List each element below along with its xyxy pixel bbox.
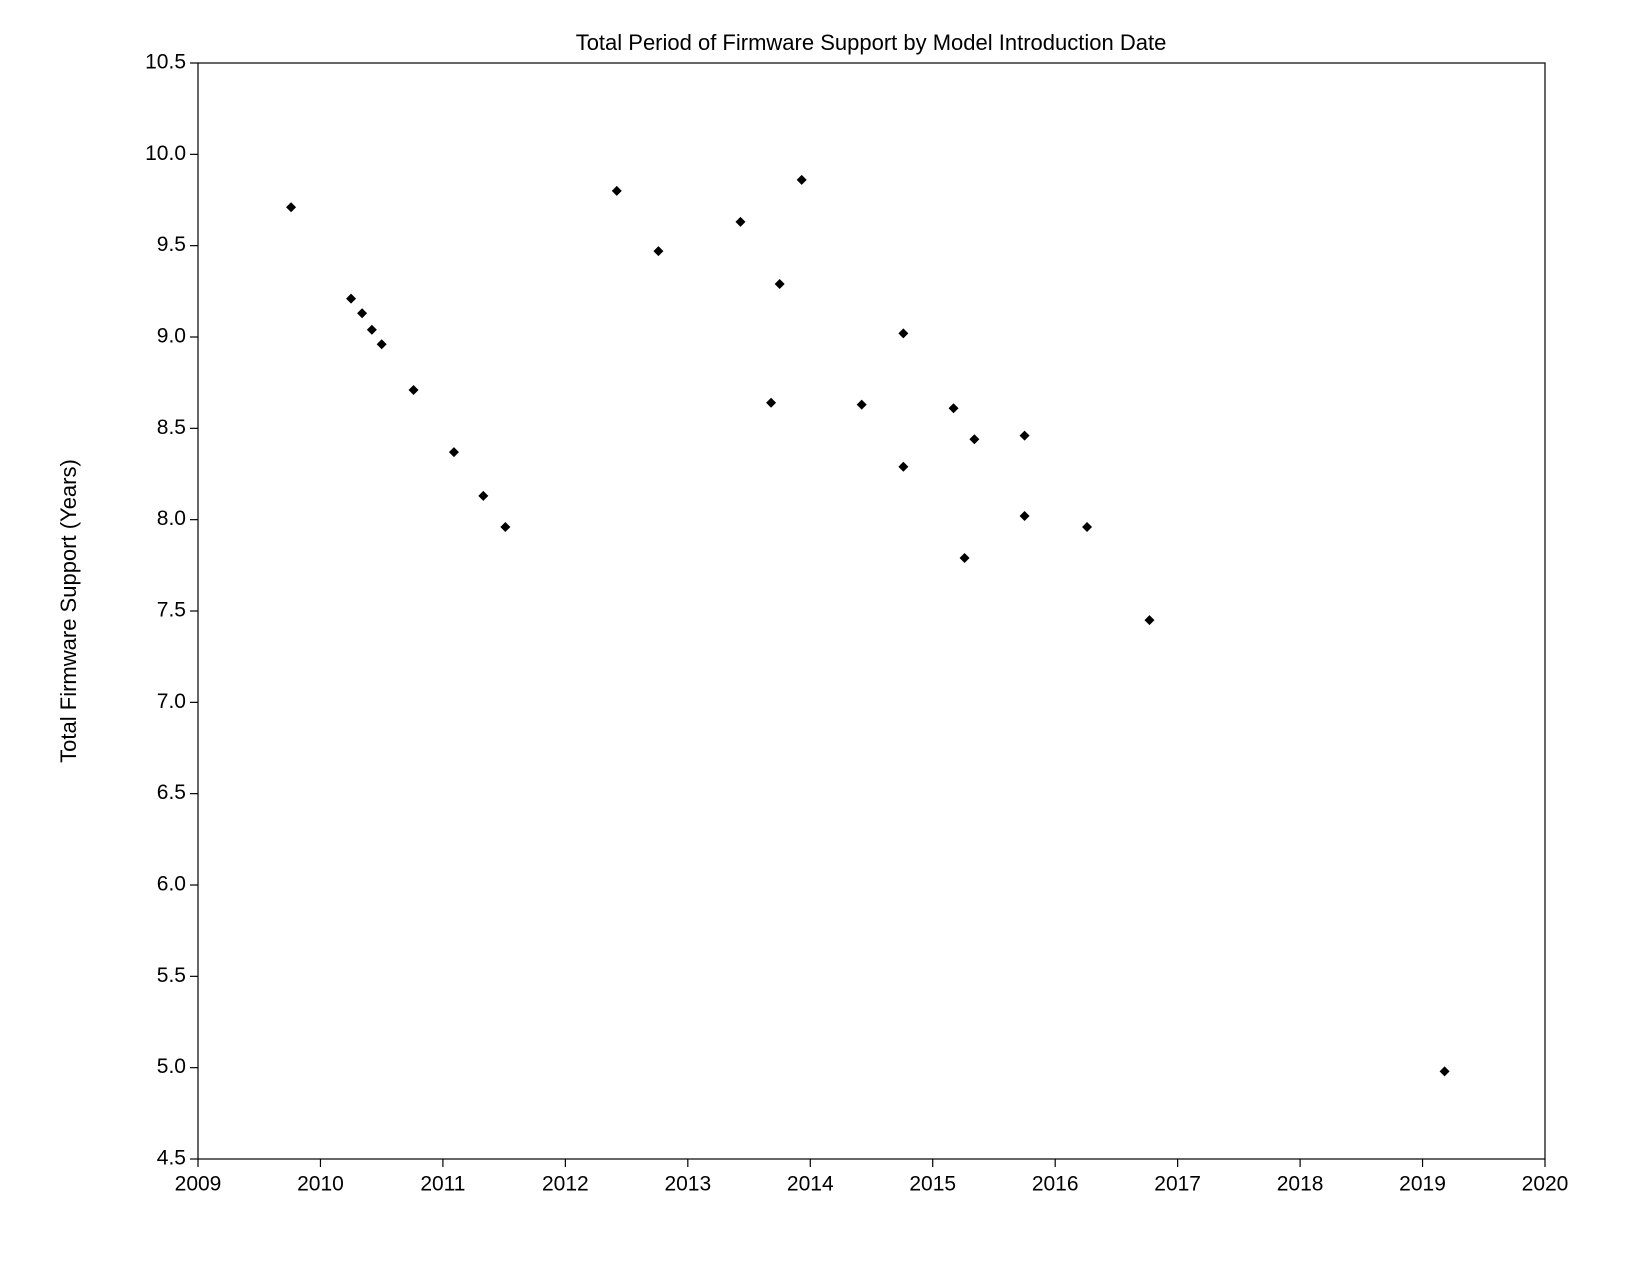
y-tick-label: 7.0	[157, 690, 186, 713]
data-point	[1082, 521, 1093, 532]
data-point	[346, 293, 357, 304]
data-point	[898, 328, 909, 339]
data-point	[766, 397, 777, 408]
y-tick-label: 6.5	[157, 781, 186, 804]
x-tick-label: 2015	[909, 1173, 956, 1196]
y-axis-label: Total Firmware Support (Years)	[56, 459, 81, 763]
data-point	[376, 339, 387, 350]
data-point	[1439, 1066, 1450, 1077]
y-tick-label: 4.5	[157, 1147, 186, 1170]
data-point	[774, 279, 785, 290]
y-tick-label: 9.5	[157, 233, 186, 256]
data-point	[735, 216, 746, 227]
data-point	[357, 308, 368, 319]
data-point	[611, 185, 622, 196]
data-point	[959, 553, 970, 564]
data-point	[856, 399, 867, 410]
y-tick-label: 5.5	[157, 964, 186, 987]
y-tick-label: 8.5	[157, 416, 186, 439]
data-point	[448, 447, 459, 458]
x-tick-label: 2010	[297, 1173, 344, 1196]
data-point	[1019, 511, 1030, 522]
x-tick-label: 2017	[1154, 1173, 1201, 1196]
y-tick-label: 6.0	[157, 873, 186, 896]
data-point	[286, 202, 297, 213]
y-tick-label: 10.0	[145, 142, 186, 165]
y-tick-label: 8.0	[157, 507, 186, 530]
x-tick-label: 2009	[175, 1173, 222, 1196]
x-tick-label: 2012	[542, 1173, 589, 1196]
data-point	[1144, 615, 1155, 626]
data-point	[366, 324, 377, 335]
data-point	[408, 384, 419, 395]
x-tick-label: 2020	[1522, 1173, 1569, 1196]
x-tick-label: 2011	[420, 1173, 465, 1196]
data-point	[969, 434, 980, 445]
x-tick-label: 2019	[1399, 1173, 1446, 1196]
y-tick-label: 7.5	[157, 599, 186, 622]
y-tick-label: 5.0	[157, 1055, 186, 1078]
x-tick-label: 2014	[787, 1173, 834, 1196]
plot-frame	[197, 62, 1546, 1160]
data-point	[796, 174, 807, 185]
y-tick-label: 9.0	[157, 325, 186, 348]
data-point	[500, 521, 511, 532]
x-tick-label: 2018	[1277, 1173, 1324, 1196]
data-point	[478, 490, 489, 501]
data-point	[1019, 430, 1030, 441]
chart-title: Total Period of Firmware Support by Mode…	[576, 30, 1167, 55]
x-tick-label: 2013	[664, 1173, 711, 1196]
data-point	[653, 246, 664, 257]
y-tick-label: 10.5	[145, 51, 186, 74]
data-point	[898, 461, 909, 472]
data-point	[948, 403, 959, 414]
x-tick-label: 2016	[1032, 1173, 1079, 1196]
